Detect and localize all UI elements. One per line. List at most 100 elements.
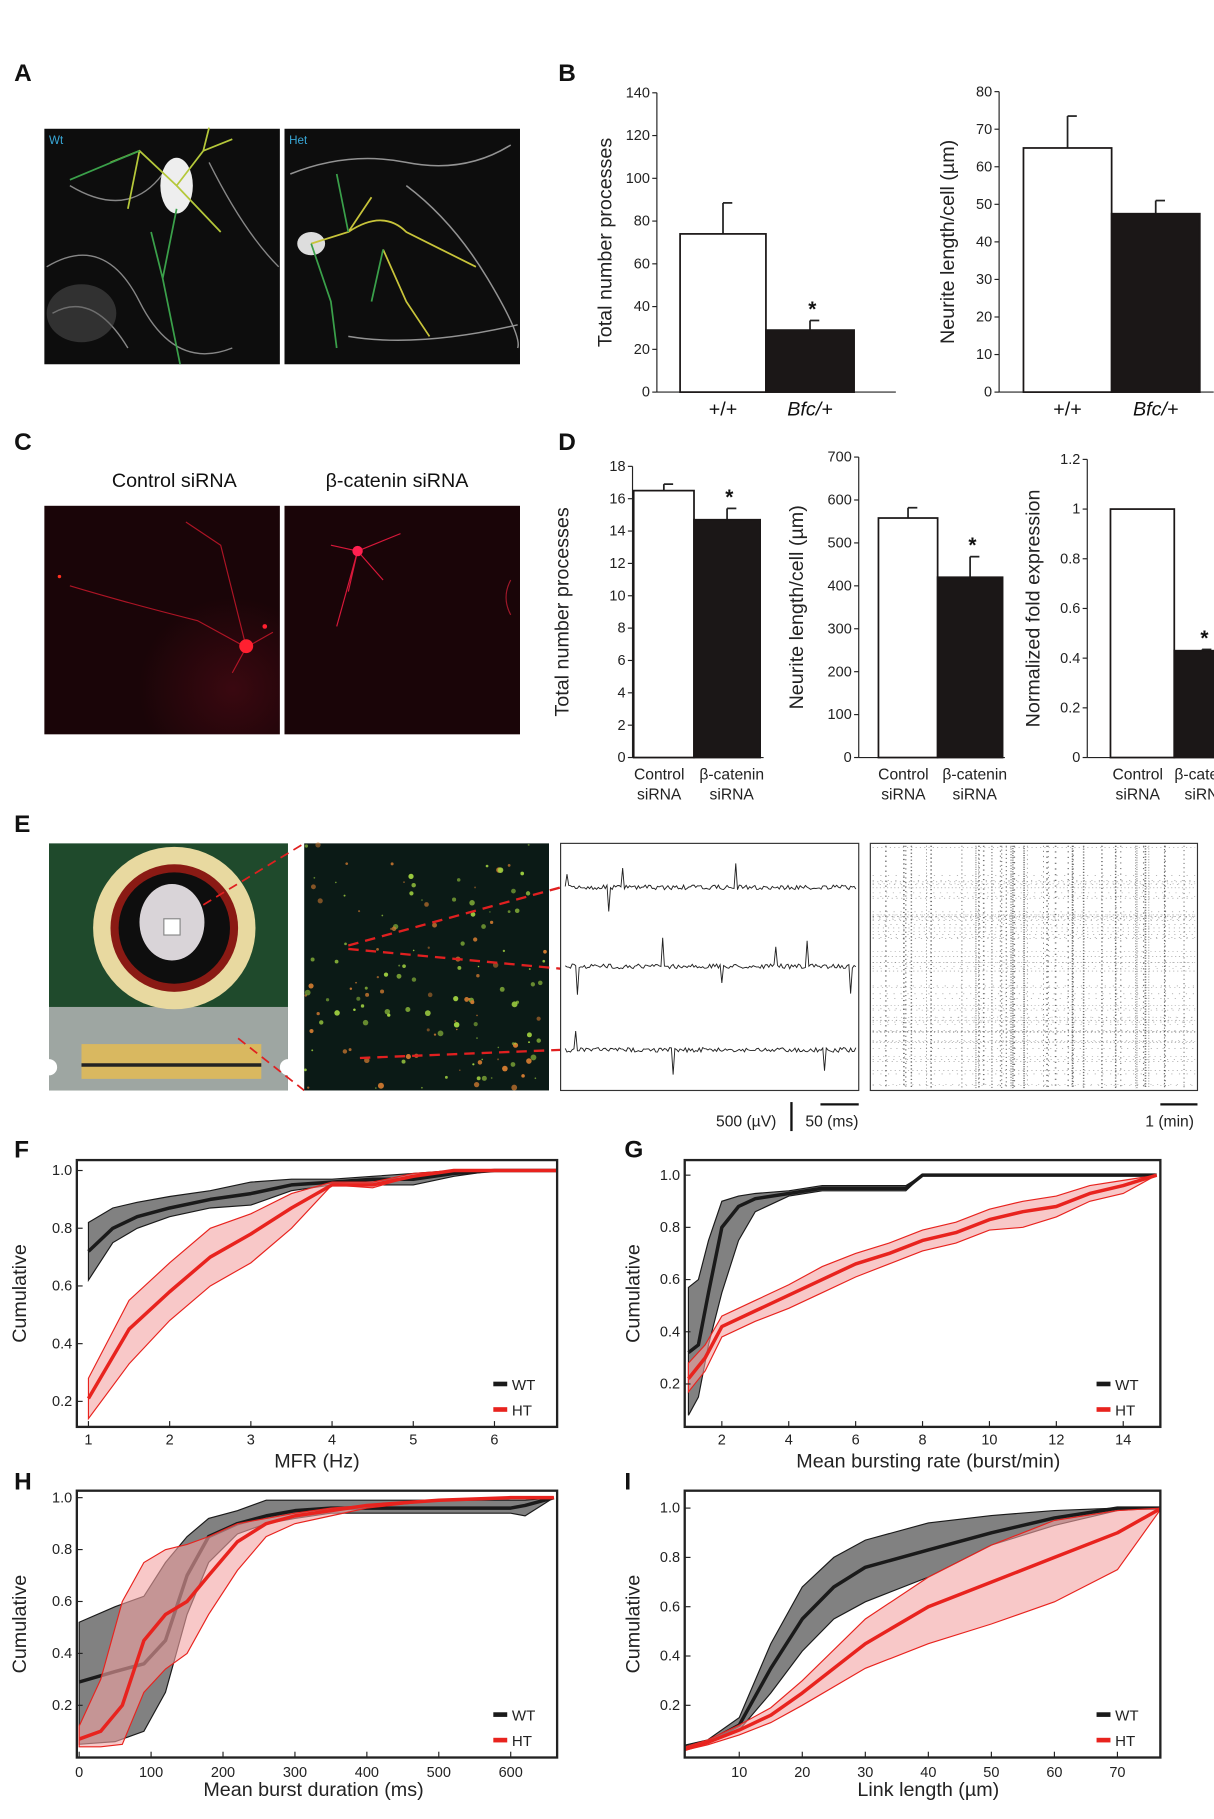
x-category-label: Bfc/+ xyxy=(787,398,832,420)
significance-star: * xyxy=(808,298,817,321)
x-tick-label: 2 xyxy=(166,1432,174,1448)
significance-star: * xyxy=(725,486,734,509)
y-tick-label: 200 xyxy=(828,664,852,680)
y-tick-label: 10 xyxy=(976,347,992,363)
y-tick-label: 16 xyxy=(609,491,625,507)
plot-area xyxy=(684,1506,1161,1752)
y-axis-label: Total number processes xyxy=(552,507,574,716)
x-category-label: Control xyxy=(634,767,684,784)
legend-item-wt: WT xyxy=(1096,1707,1139,1724)
panel-label-d: D xyxy=(558,429,576,456)
x-category-label: +/+ xyxy=(709,398,738,420)
y-tick-label: 0.4 xyxy=(52,1646,72,1662)
x-tick-label: 8 xyxy=(919,1432,927,1448)
median-line-ht xyxy=(78,1495,554,1741)
bar-mutant xyxy=(765,329,855,393)
x-tick-label: 100 xyxy=(139,1765,163,1781)
legend-label: WT xyxy=(512,1707,535,1724)
x-category-label: β-catenin xyxy=(699,767,764,784)
x-tick-label: 40 xyxy=(920,1765,936,1781)
x-tick-label: 500 xyxy=(427,1765,451,1781)
y-tick-label: 400 xyxy=(828,578,852,594)
median-line-ht xyxy=(86,1168,558,1400)
x-tick-label: 70 xyxy=(1109,1765,1125,1781)
y-tick-label: 8 xyxy=(617,621,625,637)
x-tick-label: 60 xyxy=(1046,1765,1062,1781)
x-tick-label: 4 xyxy=(785,1432,793,1448)
x-category-label: +/+ xyxy=(1053,398,1082,420)
panel-label-c: C xyxy=(14,429,32,456)
legend-item-wt: WT xyxy=(493,1377,535,1394)
y-tick-label: 80 xyxy=(634,214,650,230)
legend-label: HT xyxy=(1115,1733,1135,1750)
y-tick-label: 50 xyxy=(976,197,992,213)
legend-label: HT xyxy=(1115,1402,1135,1419)
x-axis-label: MFR (Hz) xyxy=(274,1450,359,1472)
plot-frame xyxy=(75,1158,559,1429)
x-category-label: siRNA xyxy=(881,786,926,803)
y-tick-label: 20 xyxy=(634,342,650,358)
x-tick-label: 10 xyxy=(981,1432,997,1448)
panel-label-a: A xyxy=(14,60,32,87)
y-tick-label: 600 xyxy=(828,493,852,509)
legend-label: HT xyxy=(512,1733,532,1750)
micrograph-wt: Wt xyxy=(44,127,280,365)
plot-area xyxy=(86,1168,558,1421)
y-tick-label: 0.6 xyxy=(52,1594,72,1610)
cumulative-chart-i: 10 20 30 40 50 60 70 0.2 0.4 0.6 0.8 1.0 Link length… xyxy=(622,1489,1162,1801)
spike-raster-plot xyxy=(869,842,1199,1092)
y-tick-label: 0.4 xyxy=(1060,651,1080,667)
y-tick-label: 100 xyxy=(828,707,852,723)
y-tick-label: 0.8 xyxy=(660,1220,680,1236)
x-axis-label: Mean burst duration (ms) xyxy=(203,1779,423,1801)
y-tick-label: 60 xyxy=(976,159,992,175)
x-tick-label: 200 xyxy=(211,1765,235,1781)
median-line-wt xyxy=(87,1168,558,1253)
plot-frame xyxy=(75,1489,559,1759)
bar-control xyxy=(877,517,939,759)
y-tick-label: 1.0 xyxy=(660,1501,680,1517)
x-tick-label: 6 xyxy=(852,1432,860,1448)
y-tick-label: 1.0 xyxy=(52,1490,72,1506)
x-category-label: Control xyxy=(1112,767,1162,784)
voltage-trace xyxy=(564,863,857,912)
panel-label-e: E xyxy=(14,811,30,838)
bar-control xyxy=(679,233,767,393)
bar-chart-b1: 0 20 40 60 80 100 120 140 +/+ * Bfc/+ Total number … xyxy=(595,85,896,420)
y-tick-label: 0.4 xyxy=(660,1649,680,1665)
panel-label-h: H xyxy=(14,1469,32,1496)
y-tick-label: 500 xyxy=(828,536,852,552)
bar-control xyxy=(1109,508,1176,759)
y-tick-label: 1 xyxy=(1072,502,1080,518)
x-category-label: Bfc/+ xyxy=(1133,398,1178,420)
confidence-band-ht xyxy=(684,1507,1161,1751)
x-category-label: siRNA xyxy=(1185,786,1214,803)
y-tick-label: 0.6 xyxy=(1060,601,1080,617)
y-tick-label: 0 xyxy=(1072,750,1080,766)
y-tick-label: 0.2 xyxy=(660,1698,680,1714)
y-tick-label: 80 xyxy=(976,84,992,100)
bar-control xyxy=(1022,147,1113,393)
panel-label-f: F xyxy=(14,1137,29,1164)
y-tick-label: 0.8 xyxy=(52,1542,72,1558)
y-axis-label: Neurite length/cell (µm) xyxy=(937,140,959,344)
y-tick-label: 1.0 xyxy=(52,1163,72,1179)
image-title-beta-catenin-sirna: β-catenin siRNA xyxy=(326,470,470,492)
bar-mutant xyxy=(1110,212,1201,393)
legend-label: WT xyxy=(1115,1707,1138,1724)
panel-label-g: G xyxy=(624,1137,643,1164)
x-tick-label: 300 xyxy=(283,1765,307,1781)
x-tick-label: 50 xyxy=(983,1765,999,1781)
y-tick-label: 0.4 xyxy=(52,1336,72,1352)
x-tick-label: 20 xyxy=(794,1765,810,1781)
y-tick-label: 6 xyxy=(617,653,625,669)
y-tick-label: 0.6 xyxy=(660,1599,680,1615)
bar-mutant xyxy=(1173,649,1214,759)
y-tick-label: 0.6 xyxy=(52,1279,72,1295)
y-tick-label: 60 xyxy=(634,256,650,272)
bar-control xyxy=(632,489,695,759)
x-category-label: Control xyxy=(878,767,928,784)
voltage-trace xyxy=(564,1031,857,1075)
y-tick-label: 0 xyxy=(844,750,852,766)
mea-chip-photo xyxy=(40,843,297,1091)
